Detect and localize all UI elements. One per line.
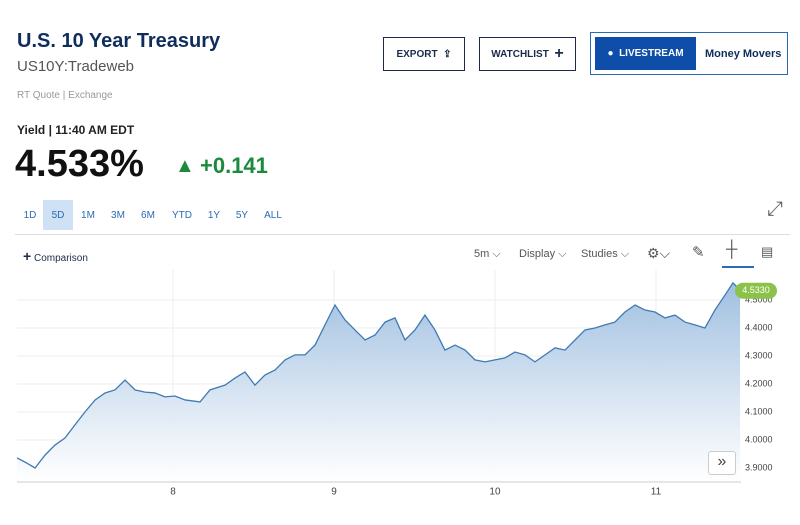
change: +0.141 xyxy=(200,153,268,178)
studies-label: Studies xyxy=(581,248,618,260)
export-button[interactable]: EXPORT ⇪ xyxy=(383,37,465,71)
last-price-label: 4.5330 xyxy=(742,285,770,295)
range-tab[interactable]: 5D xyxy=(43,200,73,230)
quote-label: Yield | 11:40 AM EDT xyxy=(17,123,135,137)
interval-label: 5m xyxy=(474,248,490,260)
line xyxy=(16,281,741,469)
x-tick-label: 8 xyxy=(170,487,176,498)
display-button[interactable]: Display ⌵ xyxy=(519,248,567,260)
settings-icon[interactable]: ⚙⌵ xyxy=(647,245,671,261)
y-tick-label: 4.3000 xyxy=(745,350,773,360)
change-arrow: ▲ xyxy=(175,155,195,177)
draw-icon[interactable]: ✎ xyxy=(692,244,705,261)
expand-icon[interactable]: ⤢ xyxy=(767,198,783,220)
range-tab[interactable]: 1Y xyxy=(207,209,221,221)
comparison-button[interactable]: + Comparison xyxy=(23,248,88,264)
last-price-badge xyxy=(735,282,777,299)
x-tick-label: 10 xyxy=(489,487,501,498)
watchlist-button[interactable]: WATCHLIST + xyxy=(479,37,576,71)
comment-icon[interactable]: ▤ xyxy=(761,244,774,259)
y-tick-label: 4.5000 xyxy=(745,294,773,304)
studies-button[interactable]: Studies ⌵ xyxy=(581,248,630,260)
livestream-button[interactable]: ● LIVESTREAM xyxy=(595,37,696,70)
crosshair-icon[interactable]: ┼ xyxy=(726,241,738,258)
x-tick-label: 11 xyxy=(651,487,662,498)
range-tab[interactable]: 3M xyxy=(111,209,125,221)
range-tab[interactable]: 1D xyxy=(23,209,37,221)
range-tab[interactable]: ALL xyxy=(264,209,282,221)
livestream-box xyxy=(590,32,788,75)
comparison-label: Comparison xyxy=(33,253,88,264)
y-tick-label: 3.9000 xyxy=(745,462,773,472)
livestream-label: LIVESTREAM xyxy=(619,48,684,59)
scroll-button[interactable]: » xyxy=(708,451,736,475)
crosshair-underline xyxy=(722,266,754,268)
watchlist-label: WATCHLIST xyxy=(491,48,549,60)
range-tab[interactable]: YTD xyxy=(172,209,192,221)
y-tick-label: 4.4000 xyxy=(745,322,773,332)
y-tick-label: 4.0000 xyxy=(745,434,773,444)
range-tab[interactable]: 1M xyxy=(81,209,95,221)
last-price: 4.533% xyxy=(15,143,144,185)
divider xyxy=(15,234,790,235)
x-tick-label: 9 xyxy=(331,487,337,498)
range-tab[interactable]: 5Y xyxy=(235,209,249,221)
source: RT Quote | Exchange xyxy=(17,90,113,101)
range-tab[interactable]: 6M xyxy=(141,209,155,221)
interval-button[interactable]: 5m ⌵ xyxy=(474,248,501,260)
area-fill xyxy=(17,282,741,482)
show-link[interactable]: Money Movers xyxy=(705,48,782,60)
export-label: EXPORT xyxy=(396,48,438,60)
title: U.S. 10 Year Treasury xyxy=(17,30,221,52)
display-label: Display xyxy=(519,248,556,260)
y-tick-label: 4.2000 xyxy=(745,378,773,388)
y-tick-label: 4.1000 xyxy=(745,406,773,416)
symbol: US10Y:Tradeweb xyxy=(17,58,135,75)
